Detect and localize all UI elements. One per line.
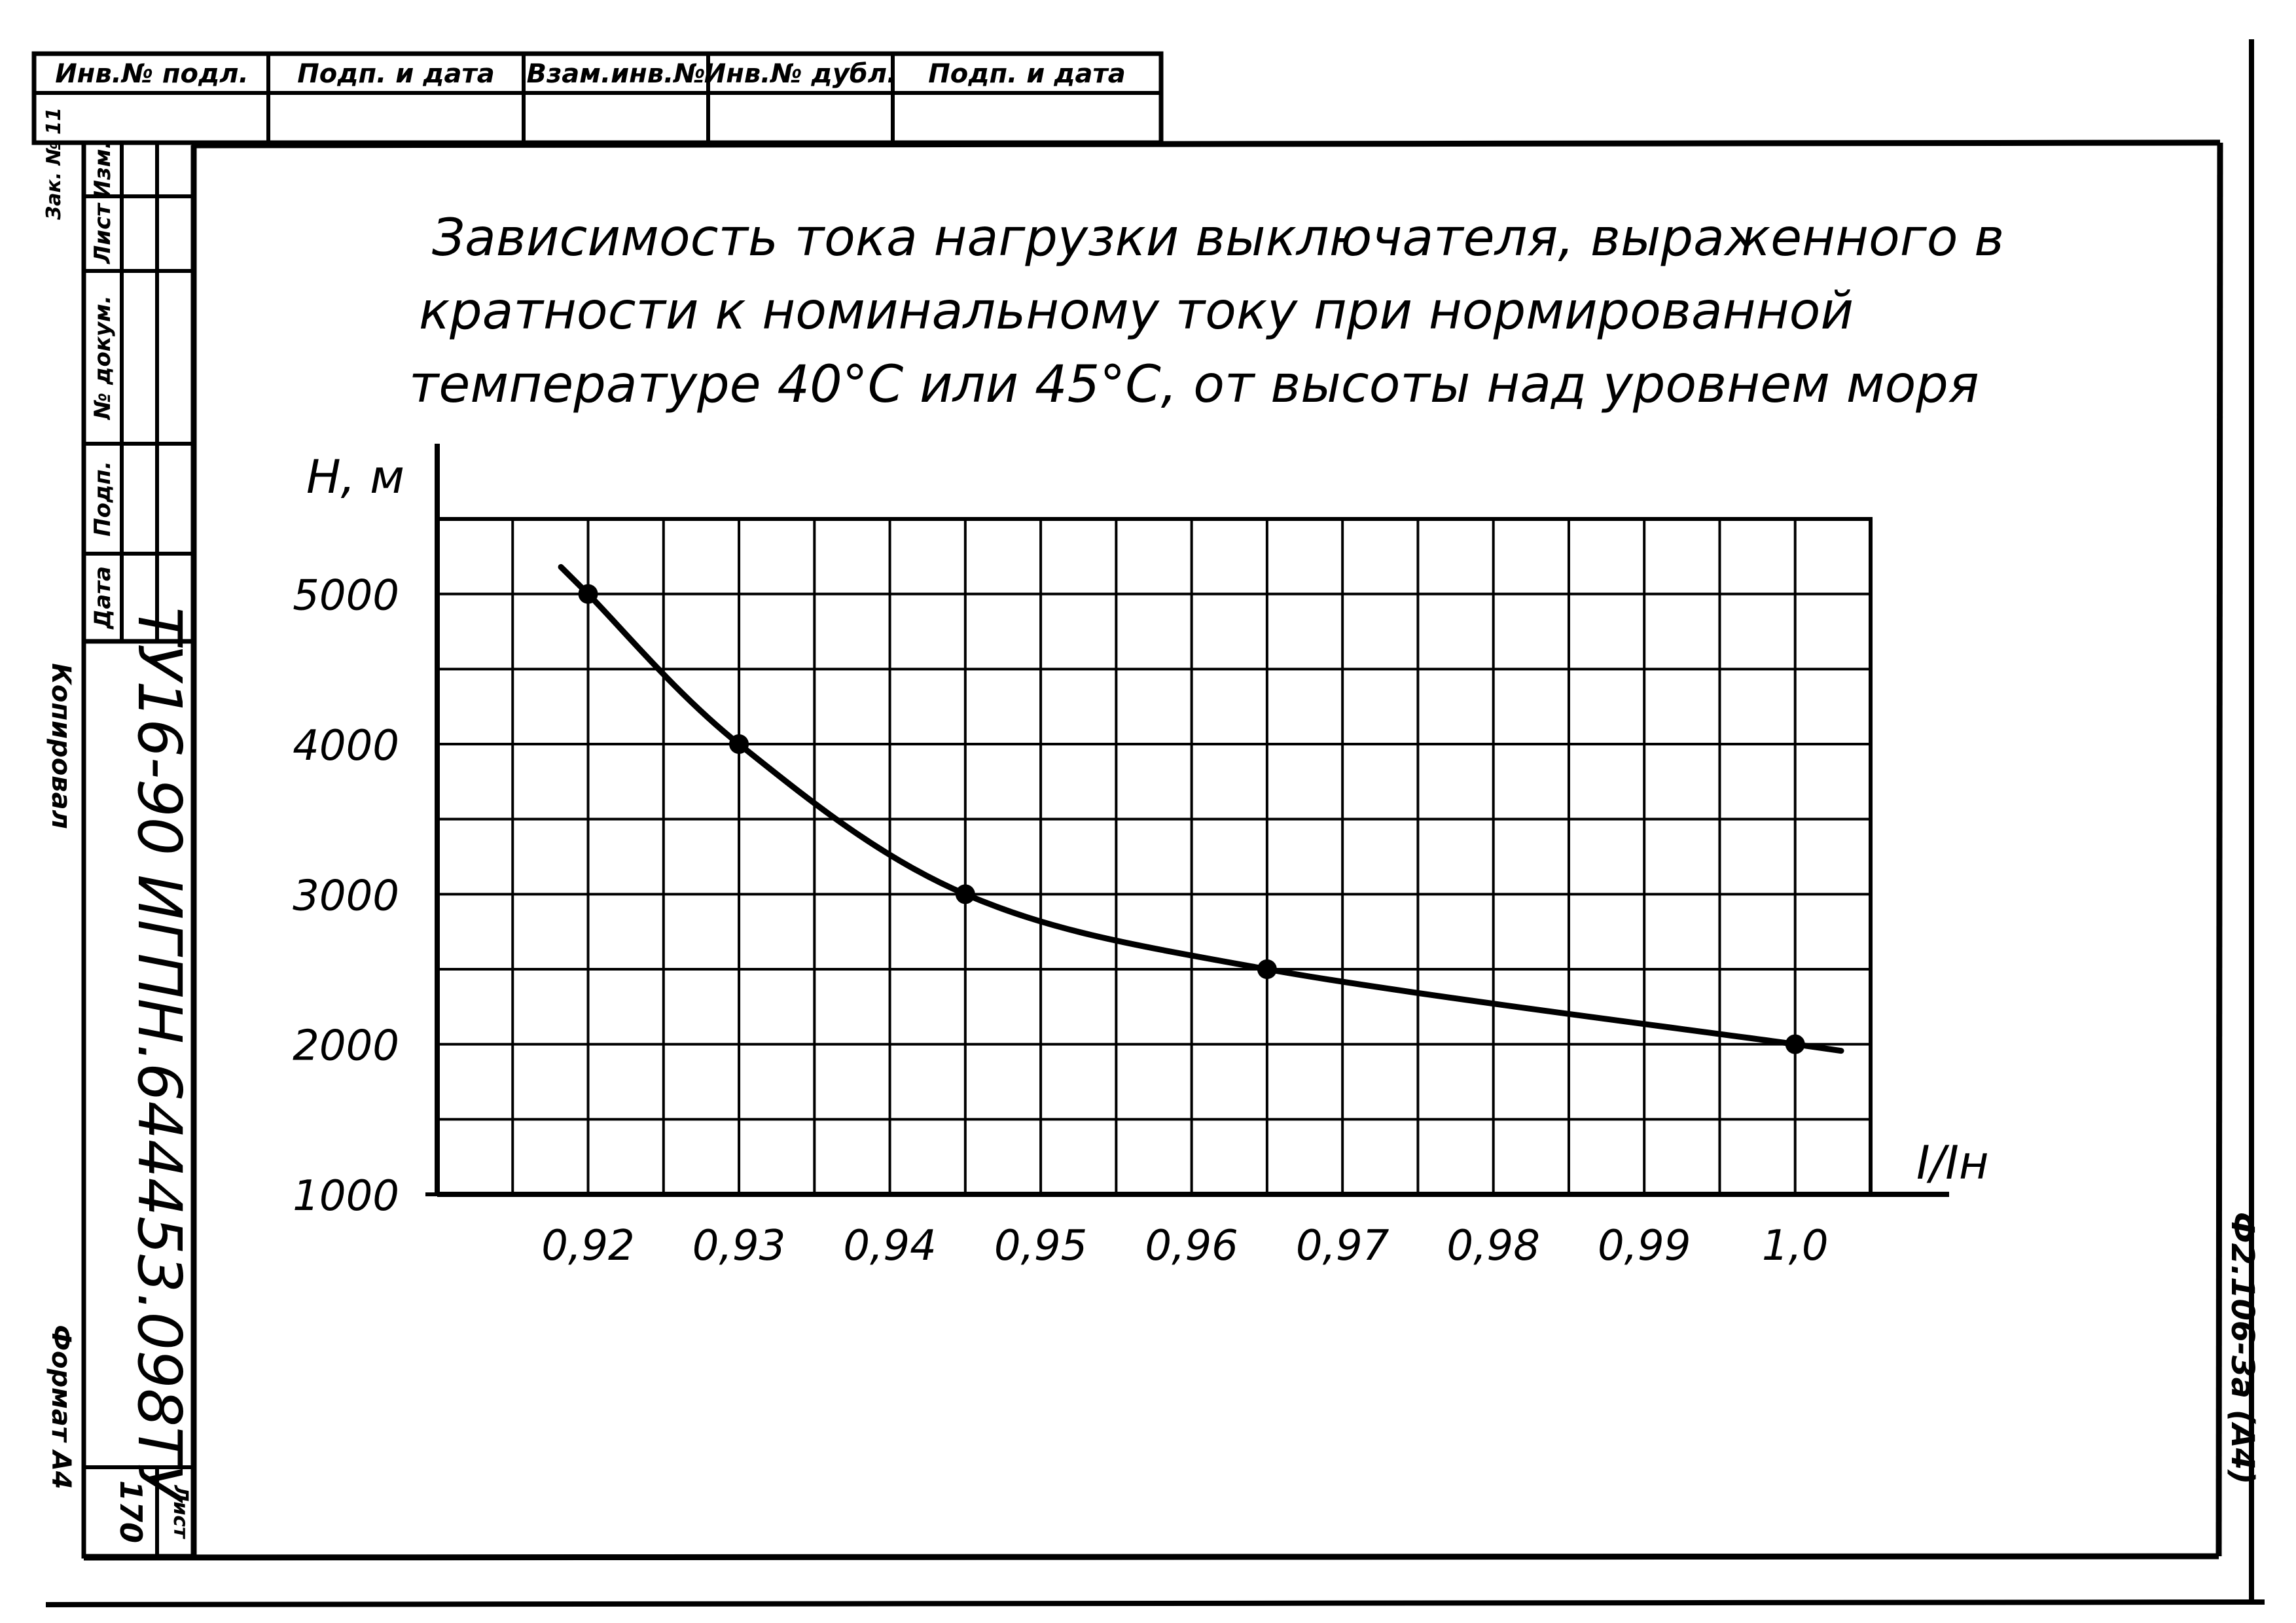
x-tick-label: 0,95 [994,1222,1088,1270]
chart-title: Зависимость тока нагрузки выключателя, в… [409,209,2004,414]
x-axis-label: I/Iн [1916,1136,1989,1190]
x-tick-label: 1,0 [1762,1222,1829,1270]
sheet-number: 170 [113,1480,149,1543]
stamp-label-doc-no: № докум. [90,295,116,421]
chart-tick-labels: 1000 2000 3000 4000 5000 0,92 0,93 0,94 0,95 0,96… [293,572,1829,1270]
left-stamp: Изм. Лист № докум. Подп. Дата [81,140,196,644]
data-point [955,884,975,904]
y-axis-label: Н, м [306,450,404,504]
document-code: ТУ16-90 ИГПН.644453.098ТУ [124,607,194,1504]
code-strip: ТУ16-90 ИГПН.644453.098ТУ 170 Лист [81,607,196,1559]
chart-grid [435,517,1873,1196]
x-tick-label: 0,97 [1296,1222,1390,1270]
form-code: Ф2.106-3а (А4) [2224,1212,2261,1484]
x-tick-label: 0,96 [1145,1222,1238,1270]
chart-title-line-1: Зависимость тока нагрузки выключателя, в… [432,209,2004,268]
copied-label: Копировал [46,663,76,829]
stamp-label-sign-date-1: Подп. и дата [297,59,494,89]
stamp-label-sheet: Лист [90,202,116,264]
stamp-label-inv-dup: Инв.№ дубл. [704,59,897,89]
chart-title-line-3: температуре 40°С или 45°С, от высоты над… [409,355,1979,414]
y-tick-label: 1000 [293,1172,399,1221]
stamp-corner-label: Зак. № 11 [43,107,65,221]
x-tick-label: 0,98 [1446,1222,1540,1270]
x-tick-label: 0,92 [541,1222,635,1270]
data-point [1785,1034,1805,1054]
x-tick-label: 0,94 [843,1222,937,1270]
y-tick-label: 3000 [293,872,399,920]
top-stamp: Инв.№ подл. Подп. и дата Взам.инв.№ Инв.… [31,51,1164,221]
y-tick-label: 2000 [293,1022,399,1071]
chart-series [558,563,1844,1054]
stamp-label-sign-date-2: Подп. и дата [928,59,1125,89]
y-tick-label: 4000 [293,722,399,770]
x-tick-label: 0,93 [692,1222,786,1270]
data-point [729,734,749,754]
stamp-label-change: Изм. [90,141,116,199]
data-point [578,584,598,604]
chart-axes [425,444,1949,1197]
y-tick-label: 5000 [293,572,399,620]
sheet-frame [45,39,2265,1607]
stamp-label-replace-inv: Взам.инв.№ [527,59,706,89]
plot-border [435,517,1873,1196]
data-point [1257,959,1277,979]
stamp-label-sign: Подп. [90,461,116,537]
series-curve [558,563,1844,1054]
chart-title-line-2: кратности к номинальному току при нормир… [419,282,1854,341]
format-label: Формат А4 [46,1325,76,1489]
sheet-number-label: Лист [169,1484,192,1539]
x-tick-label: 0,99 [1598,1222,1691,1270]
stamp-label-inv-orig: Инв.№ подл. [55,59,249,89]
stamp-label-date: Дата [90,566,116,630]
